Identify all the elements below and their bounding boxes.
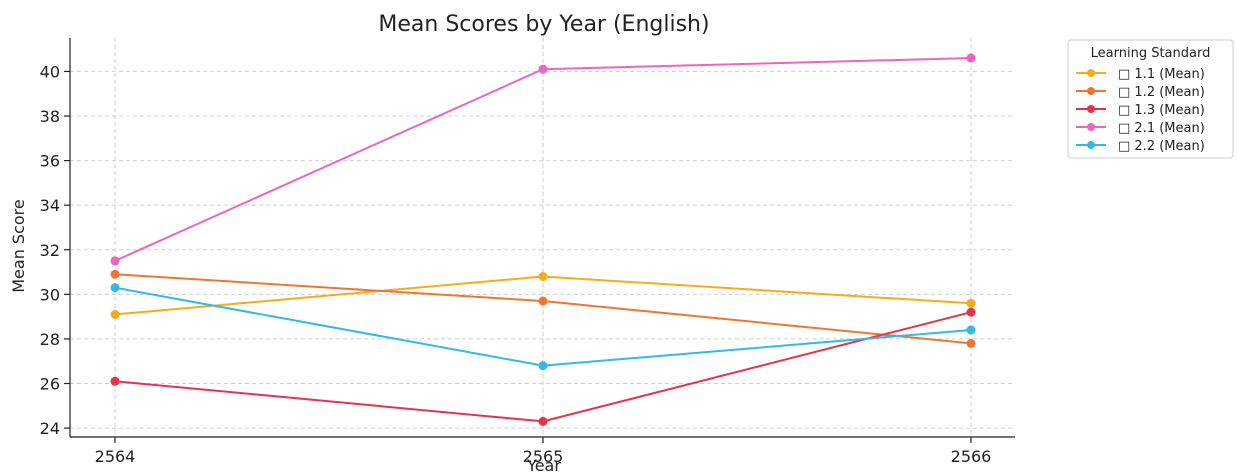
- y-tick-label: 26: [40, 375, 60, 394]
- data-point: [110, 256, 120, 266]
- legend-item: □ 2.1 (Mean): [1076, 121, 1205, 136]
- data-point: [966, 53, 976, 63]
- data-point: [538, 296, 548, 306]
- legend-swatch-marker: [1087, 141, 1095, 149]
- y-tick-label: 28: [40, 330, 60, 349]
- grid: [70, 38, 1015, 437]
- x-tick-label: 2566: [951, 447, 992, 466]
- data-point: [110, 283, 120, 293]
- y-tick-label: 32: [40, 241, 60, 260]
- series-1: [110, 272, 976, 319]
- legend-item: □ 1.2 (Mean): [1076, 85, 1205, 100]
- data-point: [110, 269, 120, 279]
- x-tick-label: 2565: [523, 447, 564, 466]
- series-4: [110, 53, 976, 266]
- legend-label: □ 1.2 (Mean): [1118, 85, 1205, 100]
- legend-swatch-marker: [1087, 123, 1095, 131]
- legend-box: [1067, 39, 1234, 159]
- data-point: [110, 376, 120, 386]
- data-point: [110, 309, 120, 319]
- data-point: [966, 325, 976, 335]
- y-tick-label: 36: [40, 152, 60, 171]
- series-3: [110, 307, 976, 426]
- data-point: [966, 307, 976, 317]
- y-tick-label: 38: [40, 107, 60, 126]
- legend-item: □ 1.1 (Mean): [1076, 67, 1205, 82]
- data-point: [966, 298, 976, 308]
- axes: 24 26 28 30 32 34 36 38 40 2564 2565 2566: [40, 38, 1015, 466]
- series-5: [110, 283, 976, 371]
- data-point: [538, 416, 548, 426]
- legend-item: □ 2.2 (Mean): [1076, 139, 1205, 154]
- series-2: [110, 269, 976, 348]
- legend: Learning Standard □ 1.1 (Mean) □ 1.2 (Mean…: [1067, 39, 1234, 159]
- x-axis-title: Year: [526, 456, 561, 474]
- y-tick-label: 24: [40, 419, 60, 438]
- data-point: [966, 338, 976, 348]
- legend-title: Learning Standard: [1091, 46, 1211, 61]
- legend-swatch-marker: [1087, 105, 1095, 113]
- legend-item: □ 1.3 (Mean): [1076, 103, 1205, 118]
- legend-label: □ 1.1 (Mean): [1118, 67, 1205, 82]
- y-tick-label: 30: [40, 285, 60, 304]
- legend-label: □ 2.1 (Mean): [1118, 121, 1205, 136]
- y-tick-label: 34: [40, 196, 60, 215]
- legend-label: □ 2.2 (Mean): [1118, 139, 1205, 154]
- data-point: [538, 272, 548, 282]
- legend-swatch-marker: [1087, 87, 1095, 95]
- y-tick-label: 40: [40, 62, 60, 81]
- legend-label: □ 1.3 (Mean): [1118, 103, 1205, 118]
- data-point: [538, 64, 548, 74]
- data-point: [538, 361, 548, 371]
- series-layer: [110, 53, 976, 426]
- chart-title: Mean Scores by Year (English): [378, 12, 709, 37]
- y-axis-title: Mean Score: [9, 199, 28, 293]
- x-tick-label: 2564: [95, 447, 136, 466]
- legend-swatch-marker: [1087, 69, 1095, 77]
